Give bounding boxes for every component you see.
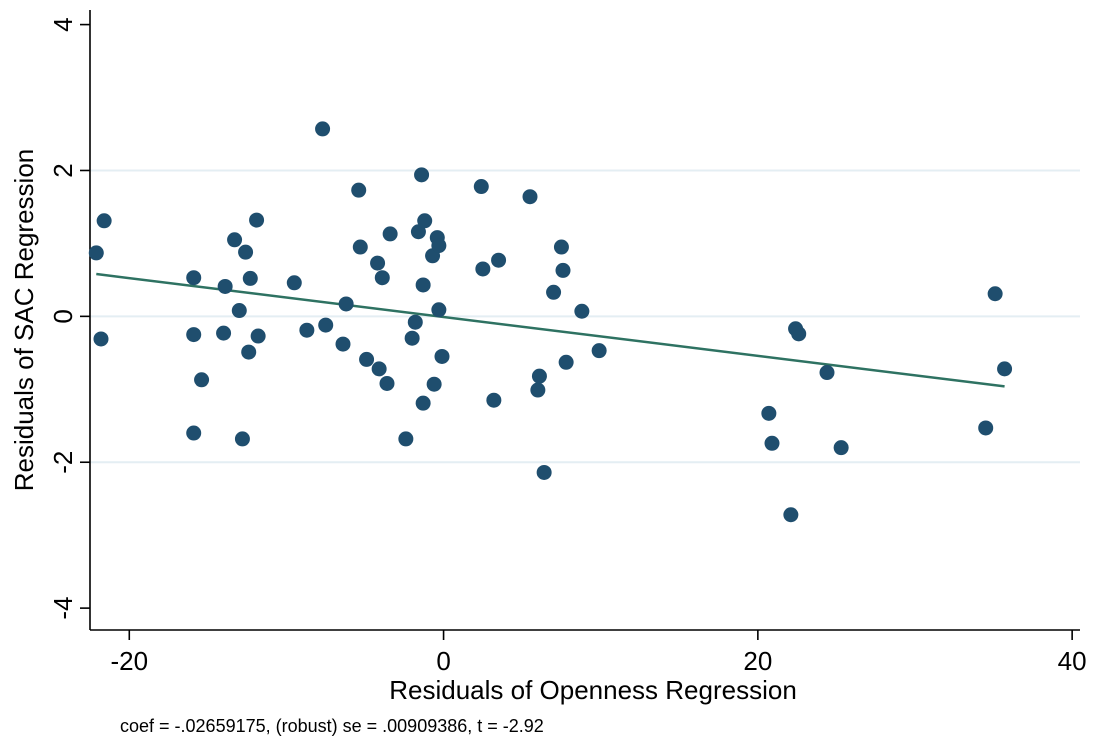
data-point	[522, 189, 538, 205]
data-point	[315, 121, 331, 137]
data-point	[374, 270, 390, 286]
data-point	[531, 368, 547, 384]
data-point	[238, 244, 254, 260]
x-tick-label: 20	[743, 646, 772, 676]
data-points	[88, 121, 1013, 523]
data-point	[761, 405, 777, 421]
data-point	[379, 375, 395, 391]
y-axis-title: Residuals of SAC Regression	[9, 149, 39, 492]
data-point	[407, 314, 423, 330]
data-point	[555, 262, 571, 278]
data-point	[216, 325, 232, 341]
data-point	[417, 213, 433, 229]
data-point	[530, 382, 546, 398]
x-tick-label: 40	[1058, 646, 1087, 676]
data-point	[286, 275, 302, 291]
data-point	[486, 392, 502, 408]
data-point	[186, 270, 202, 286]
y-tick-label: 0	[48, 309, 78, 323]
data-point	[415, 277, 431, 293]
data-point	[553, 239, 569, 255]
data-point	[299, 322, 315, 338]
x-tick-label: -20	[110, 646, 148, 676]
data-point	[186, 327, 202, 343]
data-point	[371, 361, 387, 377]
data-point	[764, 435, 780, 451]
data-point	[352, 239, 368, 255]
data-point	[536, 464, 552, 480]
data-point	[382, 226, 398, 242]
y-tick-label: 4	[48, 17, 78, 31]
data-point	[359, 351, 375, 367]
data-point	[978, 420, 994, 436]
data-point	[335, 336, 351, 352]
data-point	[217, 278, 233, 294]
data-point	[242, 270, 258, 286]
regression-note: coef = -.02659175, (robust) se = .009093…	[120, 716, 544, 736]
data-point	[398, 431, 414, 447]
fit-line	[96, 272, 1005, 388]
data-point	[997, 361, 1013, 377]
fit-line-layer	[96, 272, 1005, 388]
data-point	[318, 317, 334, 333]
data-point	[546, 284, 562, 300]
data-point	[227, 232, 243, 248]
data-point	[426, 376, 442, 392]
data-point	[410, 224, 426, 240]
data-point	[431, 238, 447, 254]
data-point	[186, 425, 202, 441]
data-point	[415, 395, 431, 411]
data-point	[88, 245, 104, 261]
data-point	[414, 167, 430, 183]
data-point	[194, 372, 210, 388]
data-point	[574, 303, 590, 319]
data-point	[473, 179, 489, 195]
data-point	[783, 507, 799, 523]
data-point	[96, 213, 112, 229]
y-tick-label: 2	[48, 163, 78, 177]
data-point	[404, 330, 420, 346]
data-point	[250, 328, 266, 344]
data-point	[591, 343, 607, 359]
data-point	[791, 326, 807, 342]
data-point	[819, 365, 835, 381]
x-tick-label: 0	[436, 646, 450, 676]
data-point	[370, 255, 386, 271]
y-tick-label: -4	[48, 597, 78, 620]
x-axis-title: Residuals of Openness Regression	[389, 675, 797, 705]
data-point	[234, 431, 250, 447]
data-point	[241, 344, 257, 360]
data-point	[434, 348, 450, 364]
data-point	[231, 303, 247, 319]
data-point	[338, 296, 354, 312]
data-point	[93, 331, 109, 347]
axes	[89, 10, 1080, 631]
data-point	[987, 286, 1003, 302]
data-point	[491, 252, 507, 268]
data-point	[475, 261, 491, 277]
data-point	[249, 212, 265, 228]
data-point	[833, 440, 849, 456]
data-point	[558, 354, 574, 370]
data-point	[351, 182, 367, 198]
y-tick-label: -2	[48, 451, 78, 474]
data-point	[431, 302, 447, 318]
